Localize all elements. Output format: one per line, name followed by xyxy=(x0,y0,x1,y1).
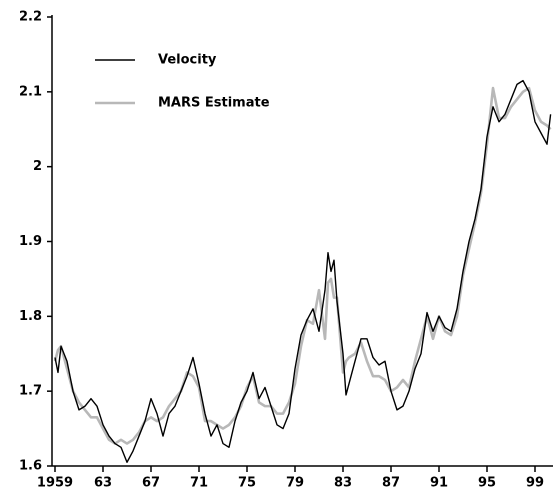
x-tick-label: 67 xyxy=(142,476,160,491)
x-tick-label: 95 xyxy=(478,476,496,491)
y-tick-label: 2.1 xyxy=(19,84,42,99)
x-tick-label: 63 xyxy=(94,476,112,491)
y-tick-label: 2 xyxy=(33,159,42,174)
x-tick-label: 75 xyxy=(238,476,256,491)
x-tick-label: 87 xyxy=(382,476,400,491)
x-tick-label: 91 xyxy=(430,476,448,491)
x-tick-label: 83 xyxy=(334,476,352,491)
y-tick-label: 2.2 xyxy=(19,10,42,25)
legend-label: Velocity xyxy=(158,53,217,68)
x-tick-label: 79 xyxy=(286,476,304,491)
y-tick-label: 1.6 xyxy=(19,459,42,474)
line-series xyxy=(54,79,552,463)
x-tick-label: 1959 xyxy=(37,476,73,491)
line-series xyxy=(53,86,552,445)
y-tick-label: 1.7 xyxy=(19,384,42,399)
x-tick-label: 71 xyxy=(190,476,208,491)
x-tick-label: 99 xyxy=(526,476,544,491)
legend-label: MARS Estimate xyxy=(158,96,270,111)
y-tick-label: 1.8 xyxy=(19,309,42,324)
y-tick-label: 1.9 xyxy=(19,234,42,249)
